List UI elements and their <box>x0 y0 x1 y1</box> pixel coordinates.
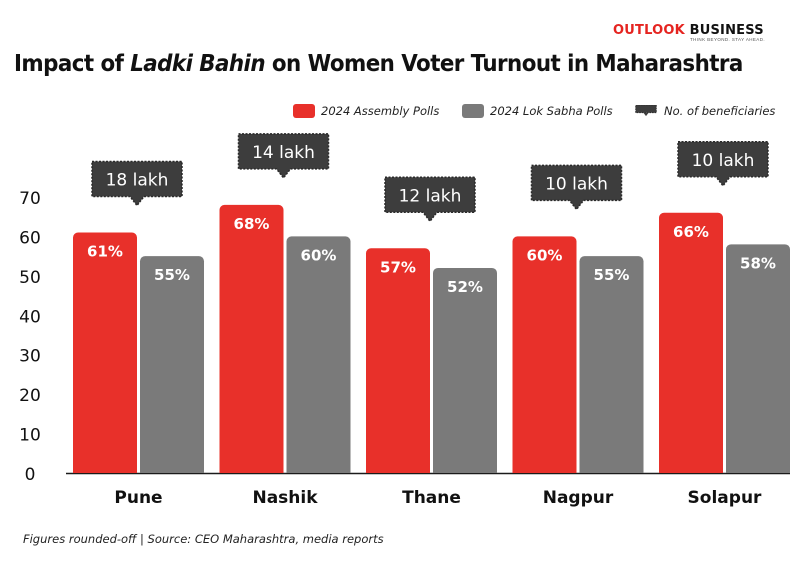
y-tick-label: 60 <box>19 228 41 248</box>
legend-item-loksabha: 2024 Lok Sabha Polls <box>462 104 613 118</box>
bar-base <box>219 467 284 473</box>
y-tick-label: 30 <box>19 347 41 367</box>
bar-data-label: 52% <box>447 278 483 296</box>
y-tick-label: 50 <box>19 268 41 288</box>
beneficiary-callout <box>384 176 476 223</box>
x-tick-label: Nagpur <box>543 488 614 508</box>
bar <box>433 267 497 473</box>
bar <box>73 232 137 473</box>
bar-data-label: 55% <box>154 266 190 284</box>
footnote: Figures rounded-off | Source: CEO Mahara… <box>23 532 384 546</box>
bar-base <box>73 467 137 473</box>
bar-base <box>726 467 790 473</box>
legend-callout-icon <box>635 105 657 117</box>
legend-label-beneficiaries: No. of beneficiaries <box>664 104 776 118</box>
x-tick-label: Solapur <box>688 488 762 508</box>
x-tick-label: Nashik <box>252 488 318 508</box>
legend-item-beneficiaries: No. of beneficiaries <box>634 104 775 118</box>
legend-item-assembly: 2024 Assembly Polls <box>293 104 439 118</box>
beneficiary-callout <box>91 160 183 207</box>
bar-data-label: 66% <box>673 223 709 241</box>
bar <box>140 256 204 473</box>
brand-name-business: BUSINESS <box>689 23 764 38</box>
bar <box>726 244 790 473</box>
title-part3: on Women Voter Turnout in Maharashtra <box>264 51 743 77</box>
bar-data-label: 60% <box>527 246 563 264</box>
beneficiary-callout-label: 12 lakh <box>399 186 462 206</box>
title-scheme-name: Ladki Bahin <box>130 51 265 77</box>
bar-data-label: 57% <box>380 258 416 276</box>
bar <box>579 256 644 473</box>
bar <box>659 212 723 473</box>
beneficiary-callout-label: 14 lakh <box>252 143 315 163</box>
bar-base <box>286 467 351 473</box>
y-tick-label: 70 <box>19 189 41 209</box>
y-tick-label: 20 <box>19 386 41 406</box>
beneficiary-callout-label: 18 lakh <box>106 170 169 190</box>
brand-name-outlook: OUTLOOK <box>613 23 685 38</box>
bar <box>286 236 351 473</box>
bar-data-label: 58% <box>740 254 776 272</box>
title-part1: Impact of <box>14 51 131 77</box>
brand-logo: OUTLOOK BUSINESS THINK BEYOND. STAY AHEA… <box>613 24 765 43</box>
bar <box>366 248 430 473</box>
legend: 2024 Assembly Polls 2024 Lok Sabha Polls… <box>0 104 801 124</box>
bar-base <box>512 467 577 473</box>
y-tick-label: 10 <box>19 426 41 446</box>
legend-swatch-assembly <box>293 104 315 118</box>
bar-base <box>579 467 644 473</box>
beneficiary-callout <box>677 141 769 187</box>
legend-label-assembly: 2024 Assembly Polls <box>321 104 440 118</box>
bar-data-label: 68% <box>234 215 270 233</box>
x-tick-label: Pune <box>114 488 162 508</box>
chart-title: Impact of Ladki Bahin on Women Voter Tur… <box>14 51 743 77</box>
beneficiary-callout <box>237 133 330 180</box>
bar-data-label: 61% <box>87 242 123 260</box>
beneficiary-callout-label: 10 lakh <box>692 151 755 171</box>
bar-base <box>366 467 430 473</box>
brand-tagline: THINK BEYOND. STAY AHEAD. <box>689 37 765 42</box>
bar-base <box>659 467 723 473</box>
bar <box>512 236 577 473</box>
bar <box>219 204 284 473</box>
legend-swatch-loksabha <box>462 104 484 118</box>
bar-data-label: 55% <box>594 266 630 284</box>
legend-label-loksabha: 2024 Lok Sabha Polls <box>490 104 613 118</box>
bar-base <box>433 467 497 473</box>
x-tick-label: Thane <box>402 488 461 508</box>
y-tick-label: 40 <box>19 307 41 327</box>
y-tick-label: 0 <box>25 465 36 485</box>
beneficiary-callout <box>530 164 623 211</box>
beneficiary-callout-label: 10 lakh <box>545 174 608 194</box>
bar-data-label: 60% <box>301 246 337 264</box>
bar-base <box>140 467 204 473</box>
